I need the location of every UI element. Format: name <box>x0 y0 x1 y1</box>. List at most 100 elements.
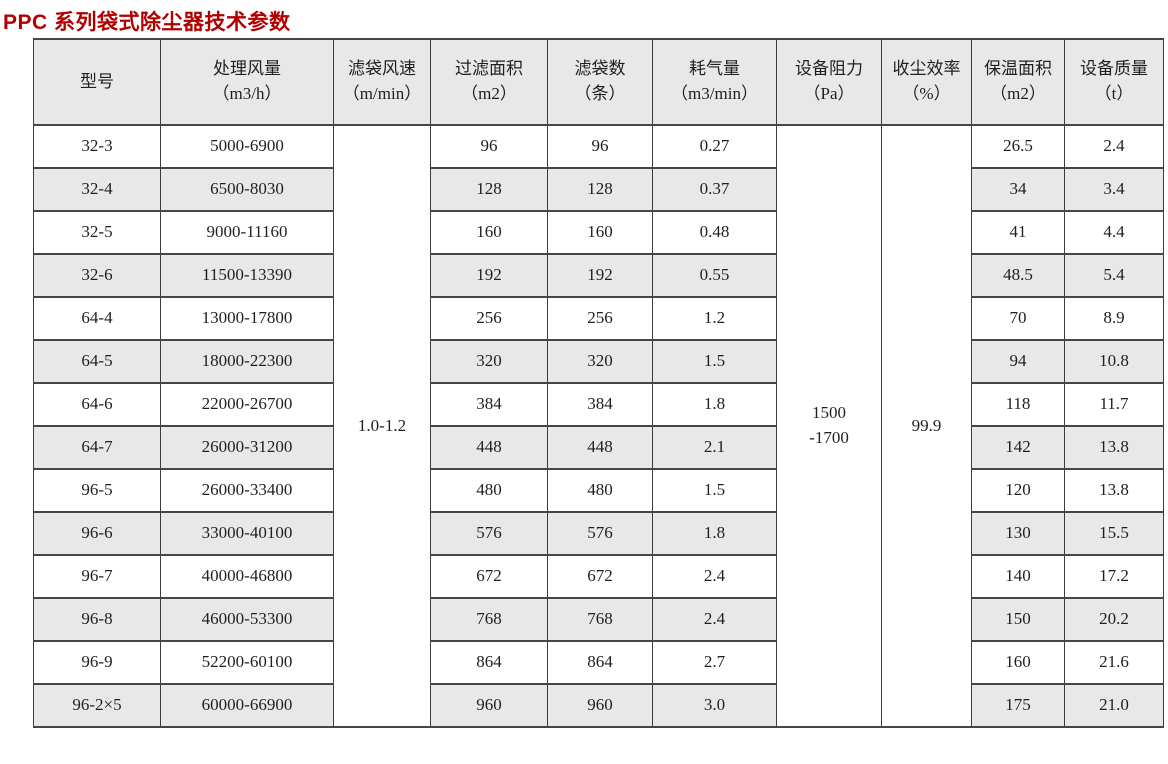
page-title: PPC 系列袋式除尘器技术参数 <box>3 11 291 34</box>
cell-filter-area: 96 <box>430 124 548 169</box>
col-header-resistance: 设备阻力 （Pa） <box>776 38 882 126</box>
table-header: 型号 处理风量 （m3/h） 滤袋风速 （m/min） 过滤面积 （m2） 滤袋… <box>33 38 1164 126</box>
cell-airflow: 52200-60100 <box>160 640 334 685</box>
cell-model: 96-8 <box>33 597 161 642</box>
cell-gas-consumption: 3.0 <box>652 683 777 728</box>
cell-gas-consumption: 1.8 <box>652 511 777 556</box>
cell-airflow: 6500-8030 <box>160 167 334 212</box>
cell-bag-count: 960 <box>547 683 653 728</box>
cell-bag-count: 128 <box>547 167 653 212</box>
cell-insulation-area: 94 <box>971 339 1065 384</box>
cell-model: 32-4 <box>33 167 161 212</box>
header-unit: （m3/h） <box>212 84 282 103</box>
cell-mass: 20.2 <box>1064 597 1164 642</box>
cell-mass: 5.4 <box>1064 253 1164 298</box>
cell-gas-consumption: 2.1 <box>652 425 777 470</box>
cell-airflow: 18000-22300 <box>160 339 334 384</box>
cell-model: 96-9 <box>33 640 161 685</box>
cell-model: 32-5 <box>33 210 161 255</box>
cell-efficiency-merged: 99.9 <box>881 124 972 728</box>
cell-model: 32-3 <box>33 124 161 169</box>
cell-bag-count: 480 <box>547 468 653 513</box>
cell-filter-velocity-merged: 1.0-1.2 <box>333 124 431 728</box>
cell-mass: 13.8 <box>1064 425 1164 470</box>
cell-bag-count: 672 <box>547 554 653 599</box>
cell-bag-count: 384 <box>547 382 653 427</box>
cell-model: 32-6 <box>33 253 161 298</box>
cell-airflow: 13000-17800 <box>160 296 334 341</box>
table-row: 64-6 22000-26700 384 384 1.8 118 11.7 <box>33 382 1164 427</box>
cell-bag-count: 160 <box>547 210 653 255</box>
cell-mass: 17.2 <box>1064 554 1164 599</box>
header-label: 滤袋数 <box>574 59 626 79</box>
cell-gas-consumption: 2.7 <box>652 640 777 685</box>
cell-mass: 10.8 <box>1064 339 1164 384</box>
header-unit: （m2） <box>461 84 517 103</box>
header-label: 设备阻力 <box>795 59 863 79</box>
cell-filter-area: 384 <box>430 382 548 427</box>
cell-model: 96-7 <box>33 554 161 599</box>
cell-filter-area: 192 <box>430 253 548 298</box>
cell-airflow: 5000-6900 <box>160 124 334 169</box>
header-unit: （m/min） <box>342 84 422 103</box>
cell-mass: 21.6 <box>1064 640 1164 685</box>
cell-mass: 3.4 <box>1064 167 1164 212</box>
resistance-value-line1: 1500 <box>812 403 846 423</box>
cell-bag-count: 448 <box>547 425 653 470</box>
cell-filter-area: 768 <box>430 597 548 642</box>
cell-gas-consumption: 0.37 <box>652 167 777 212</box>
cell-gas-consumption: 1.5 <box>652 468 777 513</box>
cell-gas-consumption: 1.8 <box>652 382 777 427</box>
cell-mass: 4.4 <box>1064 210 1164 255</box>
header-label: 滤袋风速 <box>348 59 416 79</box>
table-row: 32-3 5000-6900 1.0-1.2 96 96 0.27 1500 -1700 99.… <box>33 124 1164 728</box>
cell-gas-consumption: 2.4 <box>652 597 777 642</box>
cell-insulation-area: 118 <box>971 382 1065 427</box>
cell-insulation-area: 70 <box>971 296 1065 341</box>
col-header-mass: 设备质量 （t） <box>1064 38 1164 126</box>
header-label: 设备质量 <box>1080 59 1148 79</box>
cell-mass: 8.9 <box>1064 296 1164 341</box>
col-header-insulation-area: 保温面积 （m2） <box>971 38 1065 126</box>
cell-airflow: 46000-53300 <box>160 597 334 642</box>
header-label: 保温面积 <box>984 59 1052 79</box>
cell-bag-count: 768 <box>547 597 653 642</box>
table-row: 96-9 52200-60100 864 864 2.7 160 21.6 <box>33 640 1164 685</box>
header-unit: （m2） <box>990 84 1046 103</box>
resistance-value-line2: -1700 <box>809 428 849 447</box>
cell-filter-area: 672 <box>430 554 548 599</box>
cell-bag-count: 96 <box>547 124 653 169</box>
cell-filter-area: 320 <box>430 339 548 384</box>
col-header-model: 型号 <box>33 38 161 126</box>
cell-gas-consumption: 2.4 <box>652 554 777 599</box>
table-row: 64-4 13000-17800 256 256 1.2 70 8.9 <box>33 296 1164 341</box>
cell-insulation-area: 160 <box>971 640 1065 685</box>
cell-airflow: 40000-46800 <box>160 554 334 599</box>
header-unit: （t） <box>1094 84 1134 103</box>
cell-insulation-area: 120 <box>971 468 1065 513</box>
cell-filter-area: 160 <box>430 210 548 255</box>
cell-insulation-area: 175 <box>971 683 1065 728</box>
technical-parameters-table: 型号 处理风量 （m3/h） 滤袋风速 （m/min） 过滤面积 （m2） 滤袋… <box>33 38 1164 728</box>
header-unit: （Pa） <box>803 84 855 103</box>
cell-mass: 21.0 <box>1064 683 1164 728</box>
cell-airflow: 22000-26700 <box>160 382 334 427</box>
cell-insulation-area: 41 <box>971 210 1065 255</box>
cell-insulation-area: 26.5 <box>971 124 1065 169</box>
cell-filter-area: 576 <box>430 511 548 556</box>
col-header-efficiency: 收尘效率 （%） <box>881 38 972 126</box>
cell-bag-count: 576 <box>547 511 653 556</box>
cell-filter-area: 256 <box>430 296 548 341</box>
header-unit: （条） <box>574 84 626 103</box>
cell-bag-count: 192 <box>547 253 653 298</box>
cell-resistance-merged: 1500 -1700 <box>776 124 882 728</box>
cell-filter-area: 960 <box>430 683 548 728</box>
col-header-bag-count: 滤袋数 （条） <box>547 38 653 126</box>
cell-bag-count: 320 <box>547 339 653 384</box>
table-row: 64-7 26000-31200 448 448 2.1 142 13.8 <box>33 425 1164 470</box>
header-unit: （%） <box>902 84 951 103</box>
cell-insulation-area: 34 <box>971 167 1065 212</box>
cell-bag-count: 256 <box>547 296 653 341</box>
table-row: 96-8 46000-53300 768 768 2.4 150 20.2 <box>33 597 1164 642</box>
